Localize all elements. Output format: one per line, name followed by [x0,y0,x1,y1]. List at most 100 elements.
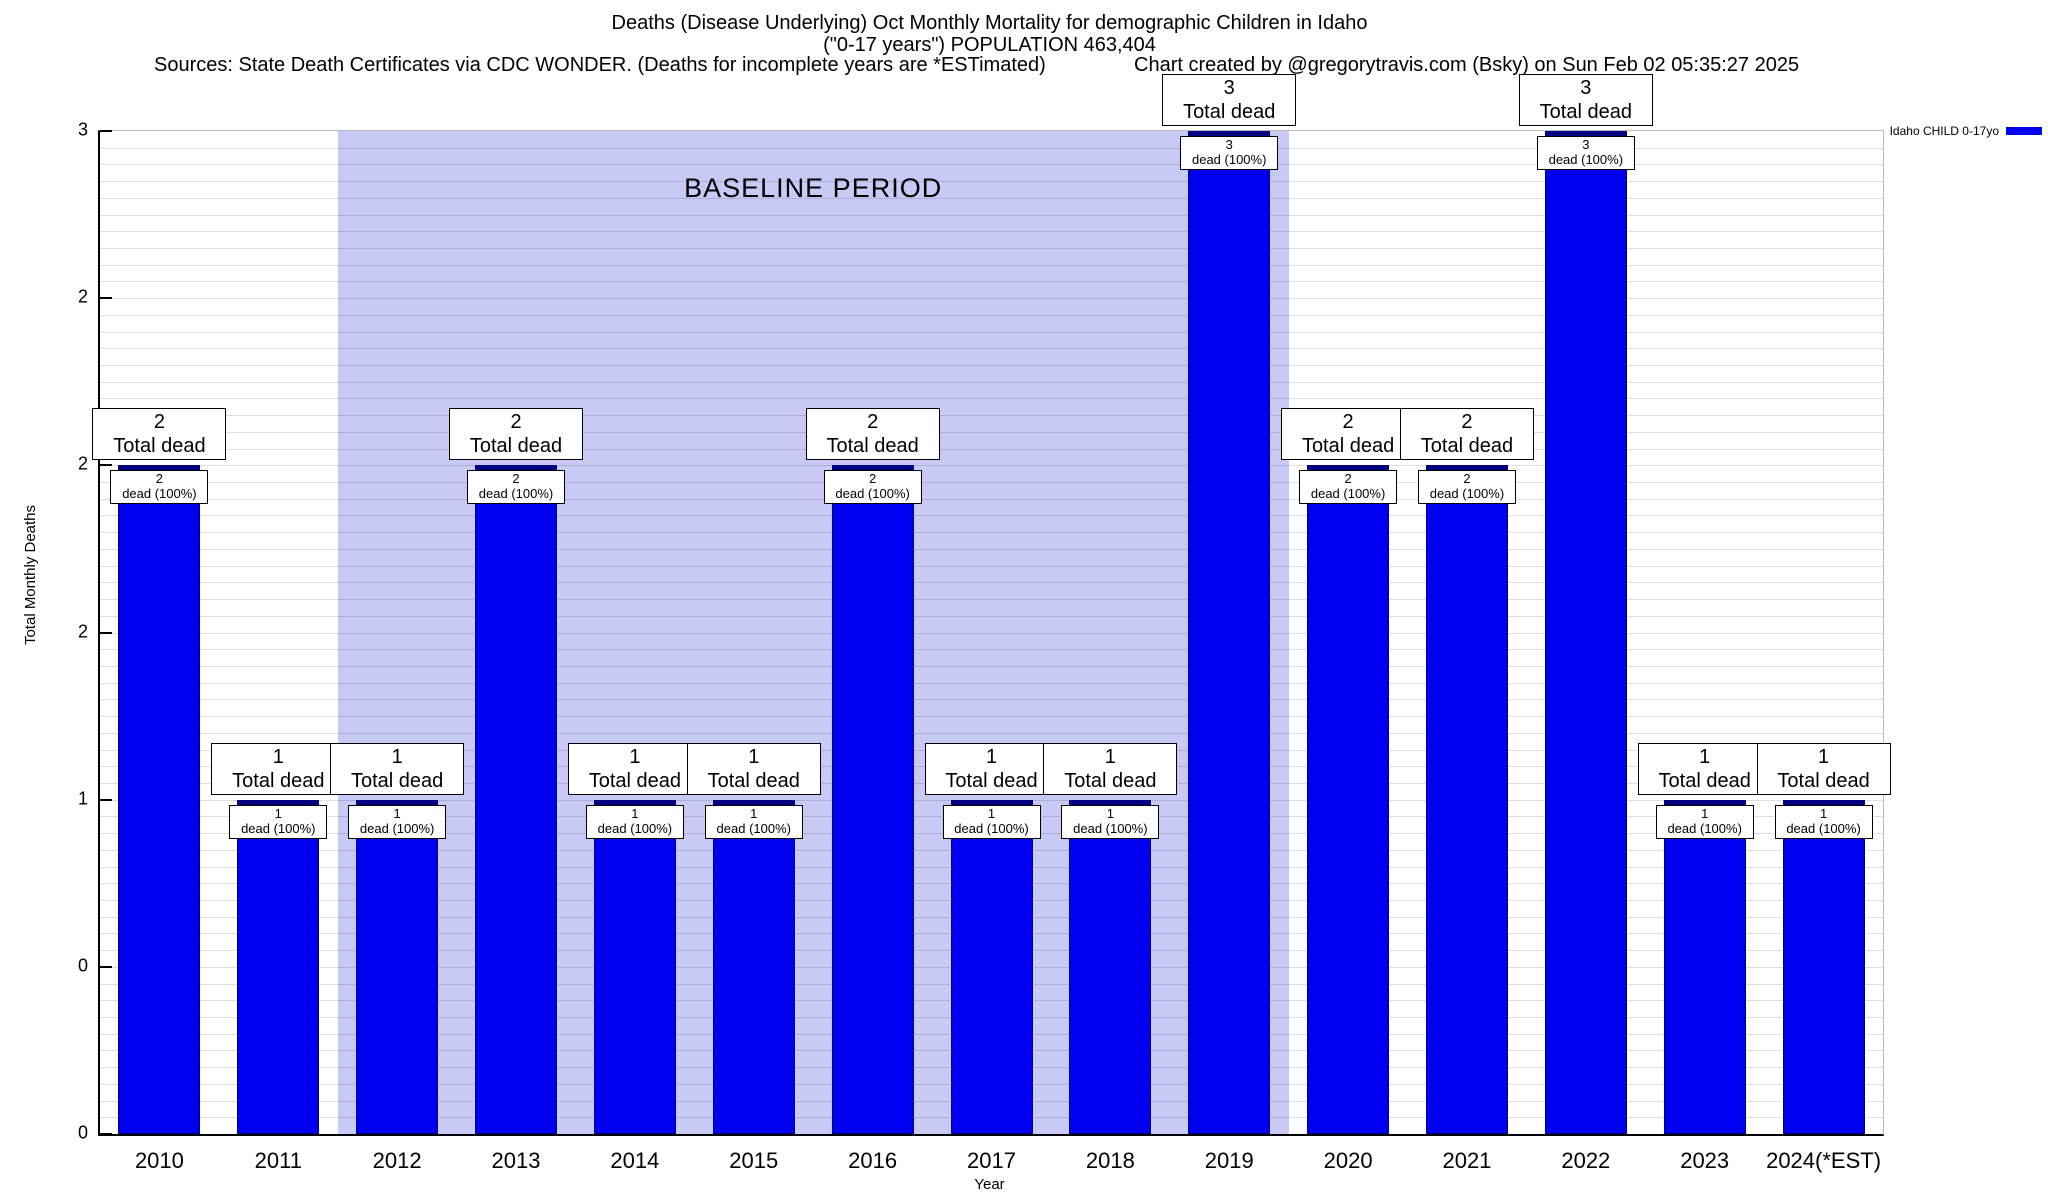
dead-percent-label: 1 dead (100%) [348,804,447,839]
total-dead-count: 1 [748,745,760,768]
dead-percent-count: 1 [750,805,758,821]
gridline [100,181,1883,183]
y-axis-tick-label: 2 [77,453,88,474]
bar-top-cap [238,800,319,807]
bar-top-cap [832,466,913,473]
dead-percent-text: dead (100%) [835,486,910,502]
y-axis-title: Total Monthly Deaths [22,504,39,646]
y-axis-tick [100,965,112,968]
x-axis-tick-label: 2012 [372,1148,422,1173]
bar-top-cap [1545,132,1626,138]
bar-top-cap [1070,800,1151,807]
bar-top-cap [594,800,675,807]
bar-top-cap [1664,800,1745,807]
x-axis-tick-label: 2024(*EST) [1766,1148,1882,1173]
gridline [100,214,1883,216]
bar-top-cap [476,466,557,473]
total-dead-count: 2 [510,411,522,434]
gridline [100,565,1883,567]
bar-top-cap [357,800,438,807]
y-axis-tick-label: 1 [77,788,88,809]
total-dead-count: 2 [153,411,165,434]
y-axis-tick [100,798,112,801]
bar-top-cap [119,466,200,473]
x-axis-tick-label: 2014 [610,1148,660,1173]
total-dead-label: 2 Total dead [1281,408,1416,461]
dead-percent-count: 1 [987,805,996,821]
y-axis-tick [100,1133,112,1135]
gridline [100,231,1883,233]
total-dead-text: Total dead [707,769,800,792]
gridline [100,498,1883,500]
gridline [100,415,1883,417]
gridline [100,281,1883,283]
bar-2012 [356,799,439,1134]
dead-percent-text: dead (100%) [597,820,673,836]
total-dead-count: 3 [1580,77,1592,99]
gridline [100,649,1883,651]
gridline [100,331,1883,333]
total-dead-label: 1 Total dead [1756,742,1891,795]
gridline [100,716,1883,718]
dead-percent-count: 2 [155,471,164,487]
x-axis-tick-label: 2017 [967,1148,1016,1173]
dead-percent-text: dead (100%) [1191,152,1267,167]
total-dead-label: 1 Total dead [330,742,465,795]
dead-percent-count: 3 [1582,137,1590,152]
legend: Idaho CHILD 0-17yo [1890,124,2042,138]
dead-percent-count: 1 [274,805,282,821]
gridline [100,164,1883,166]
gridline [100,398,1883,400]
sources-note: Sources: State Death Certificates via CD… [154,54,1046,76]
bar-2023 [1663,799,1746,1134]
gridline [100,732,1883,734]
total-dead-count: 1 [1104,745,1116,768]
bar-2018 [1069,799,1152,1134]
total-dead-text: Total dead [1539,101,1632,123]
total-dead-label: 1 Total dead [211,742,346,795]
x-axis-title: Year [974,1176,1005,1193]
total-dead-text: Total dead [1301,435,1395,458]
x-axis-tick-label: 2013 [491,1148,541,1173]
total-dead-label: 1 Total dead [1637,742,1772,795]
bar-2022 [1544,131,1627,1134]
gridline [100,264,1883,266]
dead-percent-count: 1 [631,805,639,821]
gridline [100,197,1883,199]
gridline [100,599,1883,601]
dead-percent-text: dead (100%) [478,486,554,502]
x-axis-tick-label: 2019 [1204,1148,1254,1173]
total-dead-label: 1 Total dead [567,742,702,795]
gridline [100,381,1883,383]
dead-percent-label: 2 dead (100%) [1299,470,1398,505]
chart-title-line2: ("0-17 years") POPULATION 463,404 [823,34,1156,56]
bar-2013 [475,465,558,1134]
x-axis-tick-label: 2020 [1323,1148,1373,1173]
bar-2020 [1307,465,1390,1134]
total-dead-label: 1 Total dead [686,742,821,795]
bar-2016 [831,465,914,1134]
dead-percent-text: dead (100%) [716,820,791,836]
gridline [100,298,1883,300]
gridline [100,147,1883,149]
x-axis-tick-label: 2010 [134,1148,184,1173]
gridline [100,248,1883,250]
chart-title-line1: Deaths (Disease Underlying) Oct Monthly … [611,12,1368,34]
dead-percent-label: 2 dead (100%) [467,470,566,505]
total-dead-text: Total dead [469,435,563,458]
total-dead-text: Total dead [1777,769,1870,792]
total-dead-count: 1 [272,745,284,768]
gridline [100,532,1883,534]
dead-percent-text: dead (100%) [1073,820,1148,836]
dead-percent-count: 3 [1225,137,1233,152]
gridline [100,431,1883,433]
dead-percent-count: 1 [1106,805,1114,821]
total-dead-label: 3 Total dead [1518,74,1653,126]
bar-2021 [1425,465,1508,1134]
legend-label: Idaho CHILD 0-17yo [1889,124,1999,138]
dead-percent-count: 1 [393,805,401,821]
total-dead-text: Total dead [232,769,325,792]
total-dead-count: 2 [1461,411,1473,434]
gridline [100,348,1883,350]
